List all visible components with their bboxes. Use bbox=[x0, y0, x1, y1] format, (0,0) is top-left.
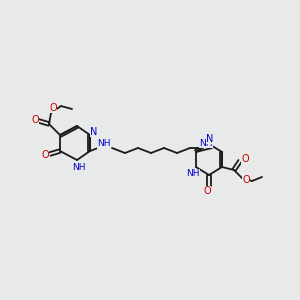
Text: N: N bbox=[90, 127, 98, 137]
Text: N: N bbox=[206, 134, 214, 144]
Text: NH: NH bbox=[199, 139, 213, 148]
Text: NH: NH bbox=[186, 169, 200, 178]
Text: O: O bbox=[49, 103, 57, 113]
Text: O: O bbox=[242, 175, 250, 185]
Text: O: O bbox=[41, 150, 49, 160]
Text: O: O bbox=[241, 154, 249, 164]
Text: NH: NH bbox=[72, 163, 86, 172]
Text: NH: NH bbox=[97, 140, 111, 148]
Text: O: O bbox=[31, 115, 39, 125]
Text: O: O bbox=[203, 186, 211, 196]
